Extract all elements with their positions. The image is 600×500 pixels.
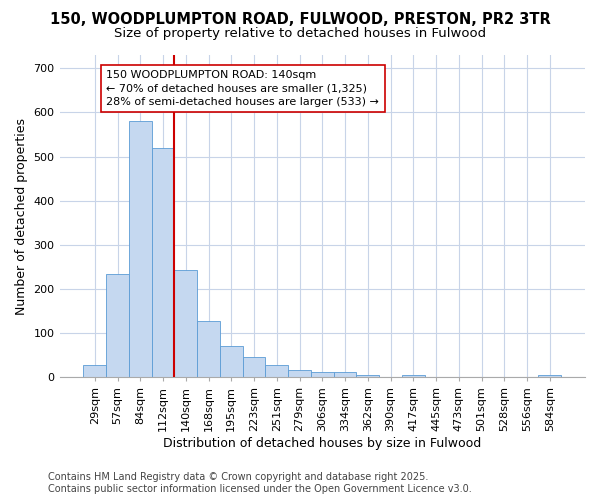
Text: Contains HM Land Registry data © Crown copyright and database right 2025.
Contai: Contains HM Land Registry data © Crown c… [48, 472, 472, 494]
Bar [220, 346, 242, 378]
Bar [356, 374, 379, 378]
Bar [334, 372, 356, 378]
Bar [83, 365, 106, 378]
Bar [402, 374, 425, 378]
Bar [197, 321, 220, 378]
Bar [242, 357, 265, 378]
Bar [175, 270, 197, 378]
Y-axis label: Number of detached properties: Number of detached properties [15, 118, 28, 314]
Text: 150 WOODPLUMPTON ROAD: 140sqm
← 70% of detached houses are smaller (1,325)
28% o: 150 WOODPLUMPTON ROAD: 140sqm ← 70% of d… [106, 70, 379, 107]
Bar [311, 372, 334, 378]
Bar [265, 366, 288, 378]
X-axis label: Distribution of detached houses by size in Fulwood: Distribution of detached houses by size … [163, 437, 481, 450]
Text: Size of property relative to detached houses in Fulwood: Size of property relative to detached ho… [114, 28, 486, 40]
Bar [106, 274, 129, 378]
Text: 150, WOODPLUMPTON ROAD, FULWOOD, PRESTON, PR2 3TR: 150, WOODPLUMPTON ROAD, FULWOOD, PRESTON… [50, 12, 550, 28]
Bar [129, 121, 152, 378]
Bar [538, 375, 561, 378]
Bar [288, 370, 311, 378]
Bar [152, 148, 175, 378]
